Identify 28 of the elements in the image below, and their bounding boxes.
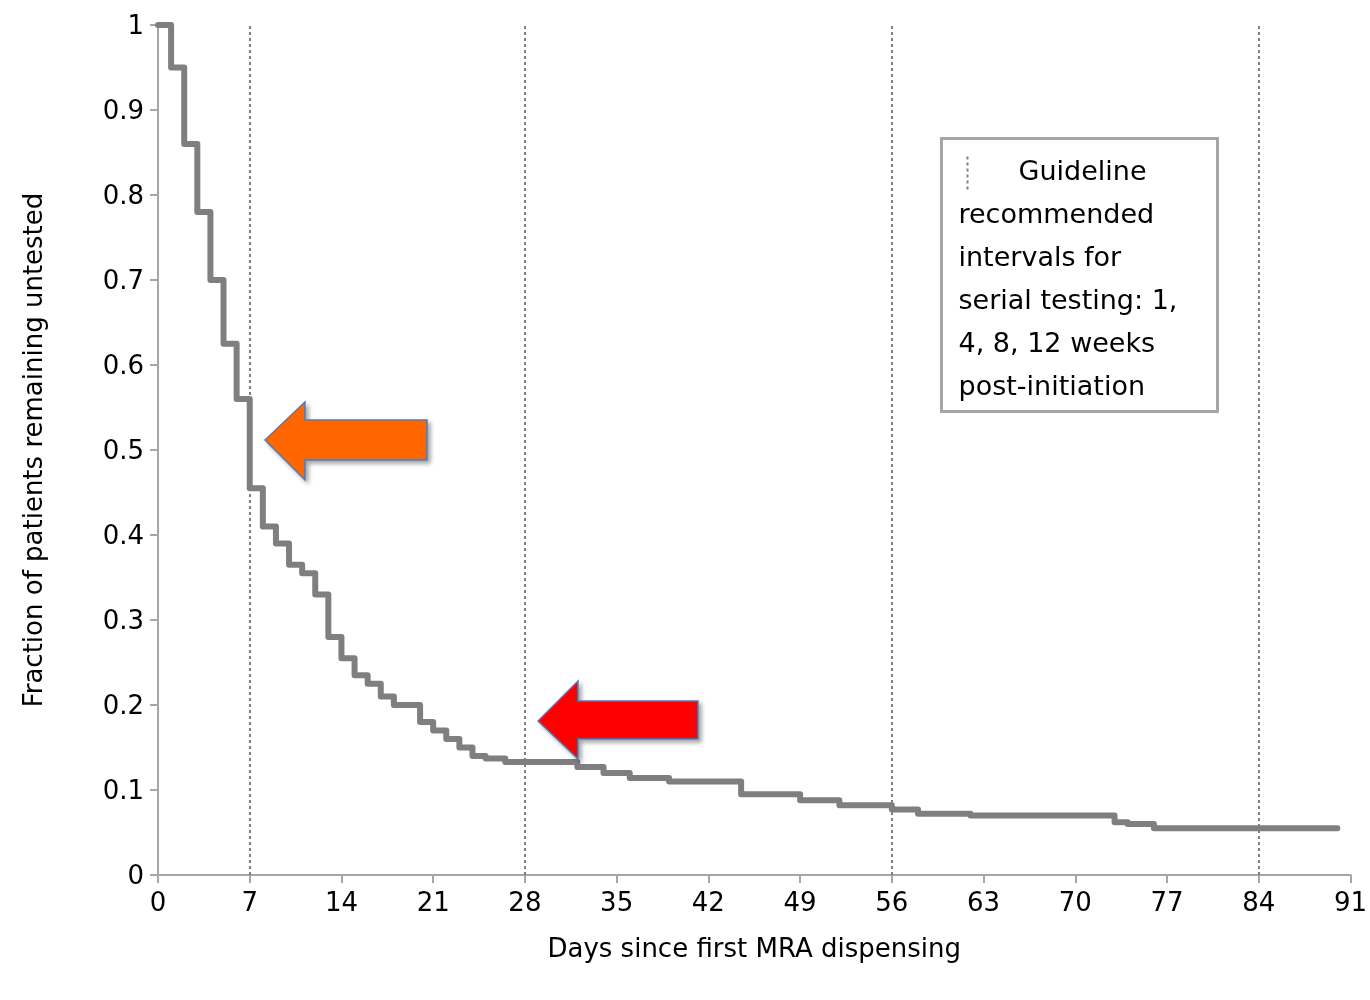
- x-tick-label: 7: [241, 887, 258, 917]
- x-tick-label: 63: [967, 887, 1001, 917]
- y-tick-label: 0.4: [102, 520, 144, 550]
- x-tick-label: 91: [1333, 887, 1367, 917]
- x-tick-label: 56: [875, 887, 909, 917]
- x-tick-label: 42: [691, 887, 725, 917]
- x-tick-label: 0: [149, 887, 167, 917]
- y-tick-label: 0: [127, 860, 144, 890]
- x-tick-label: 70: [1058, 887, 1092, 917]
- y-tick-label: 0.5: [102, 435, 144, 465]
- y-axis-title: Fraction of patients remaining untested: [18, 192, 48, 708]
- x-tick-label: 28: [508, 887, 542, 917]
- y-tick-label: 1: [127, 10, 144, 40]
- y-tick-label: 0.7: [102, 265, 144, 295]
- x-tick-label: 21: [416, 887, 450, 917]
- annotation: Guideline recommended intervals for serial testing: 1, 4, 8, 12 weeks post-initiation: [958, 154, 1187, 401]
- y-tick-label: 0.8: [102, 180, 144, 210]
- y-tick-label: 0.3: [102, 605, 144, 635]
- y-tick-label: 0.2: [102, 690, 144, 720]
- x-axis-title: Days since first MRA dispensing: [547, 933, 961, 963]
- x-tick-label: 84: [1242, 887, 1276, 917]
- x-tick-label: 35: [600, 887, 634, 917]
- x-tick-label: 14: [324, 887, 358, 917]
- y-tick-label: 0.9: [102, 95, 144, 125]
- y-tick-label: 0.6: [102, 350, 144, 380]
- x-tick-label: 49: [783, 887, 817, 917]
- x-tick-label: 77: [1150, 887, 1184, 917]
- y-tick-label: 0.1: [102, 775, 144, 805]
